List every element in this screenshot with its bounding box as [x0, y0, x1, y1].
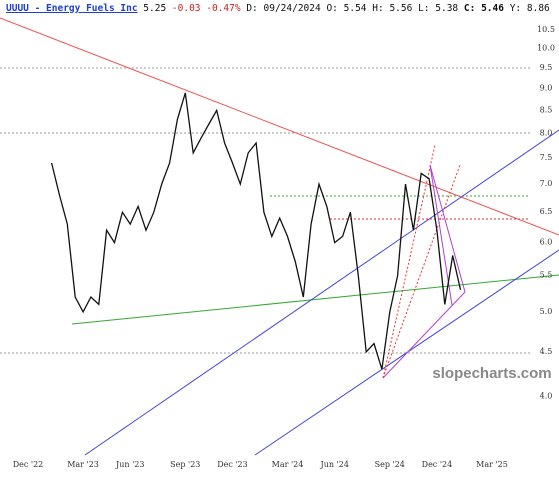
y-tick-label: 7.0 [540, 179, 553, 188]
label: H: [372, 3, 384, 14]
label: D: [246, 3, 258, 14]
title: UUUU - Energy Fuels Inc [6, 3, 138, 14]
change-pct: -0.47% [206, 3, 241, 14]
x-tick-label: Dec '24 [422, 460, 453, 469]
open: 5.54 [343, 3, 367, 14]
x-tick-label: Mar '23 [67, 460, 99, 469]
y-tick-label: 8.0 [540, 128, 553, 137]
drawings [0, 17, 559, 456]
label: C: [463, 3, 476, 14]
y-tick-label: 6.0 [540, 238, 553, 247]
date: 09/24/2024 [263, 3, 321, 14]
x-tick-label: Dec '22 [13, 460, 44, 469]
watermark: slopecharts.com [432, 365, 551, 382]
y-tick-label: 4.5 [540, 347, 553, 356]
x-tick-label: Mar '25 [476, 460, 508, 469]
close: 5.46 [481, 3, 504, 14]
y-tick-label: 5.0 [540, 307, 553, 316]
high: 5.56 [389, 3, 413, 14]
trend-line [84, 129, 559, 456]
y-tick-label: 9.0 [540, 84, 553, 93]
trend-line [382, 164, 461, 379]
x-tick-label: Jun '23 [115, 460, 144, 469]
y-tick-label: 8.5 [540, 105, 553, 114]
trend-line [71, 274, 559, 325]
y-tick-label: 4.0 [540, 392, 553, 401]
change: -0.03 [171, 3, 201, 14]
price-line [50, 92, 462, 370]
y-tick-label: 6.5 [540, 207, 553, 216]
y-tick-label: 5.5 [540, 271, 553, 280]
y-tick-label: 7.5 [540, 153, 553, 162]
label: O: [326, 3, 338, 14]
x-tick-label: Mar '24 [272, 460, 304, 469]
trend-line [382, 164, 466, 379]
header: UUUU - Energy Fuels Inc 5.25 -0.03 -0.47… [6, 3, 550, 14]
y-tick-label: 10.0 [537, 44, 555, 53]
x-tick-label: Dec '23 [217, 460, 248, 469]
trend-line [382, 144, 436, 379]
year: 8.86 [526, 3, 550, 14]
label: L: [418, 3, 430, 14]
x-tick-label: Sep '24 [375, 460, 405, 469]
last: 5.25 [143, 3, 167, 14]
x-tick-label: Sep '23 [170, 460, 200, 469]
x-tick-label: Jun '24 [319, 460, 348, 469]
low: 5.38 [435, 3, 459, 14]
y-tick-label: 10.5 [537, 25, 555, 34]
trend-line [0, 17, 559, 236]
label: Y: [509, 3, 522, 14]
y-tick-label: 9.5 [540, 63, 553, 72]
